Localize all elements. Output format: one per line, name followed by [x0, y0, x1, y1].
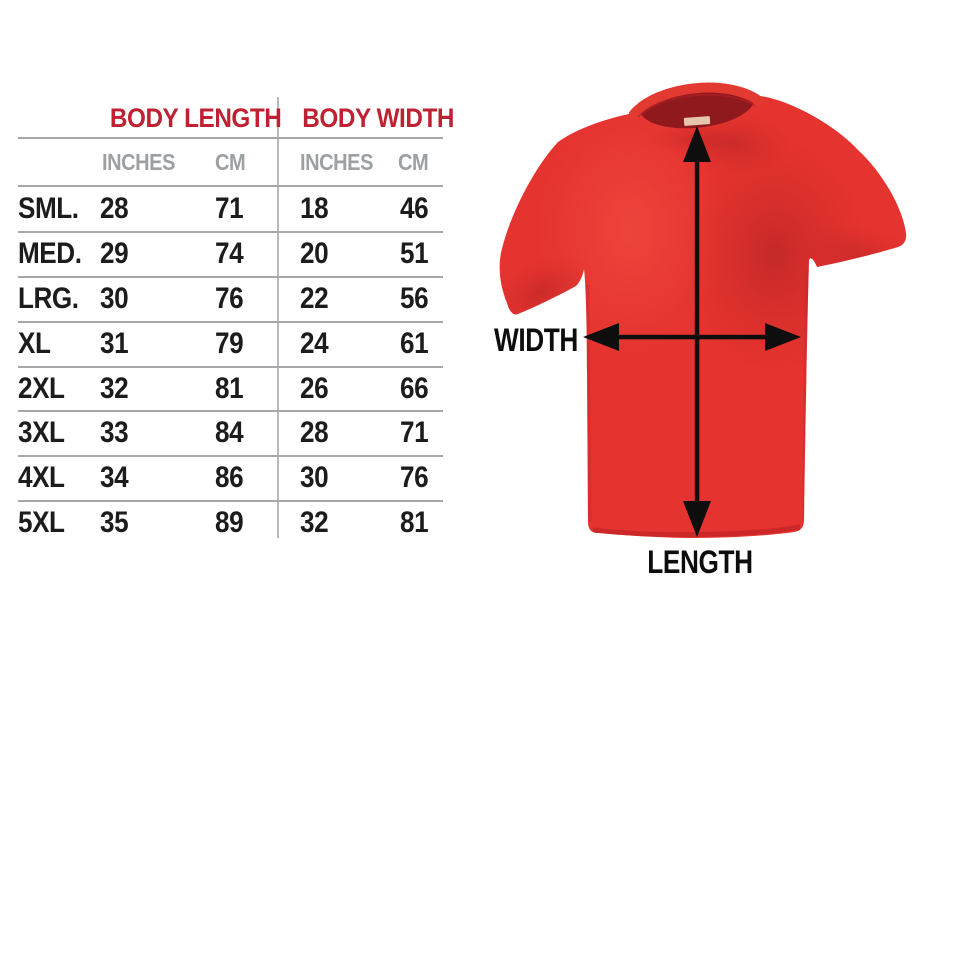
- width-cm-value: 76: [400, 461, 429, 494]
- length-cm-value: 81: [215, 372, 244, 405]
- width-inches-value: 26: [300, 372, 329, 405]
- length-cm-value: 86: [215, 461, 244, 494]
- width-inches-value: 18: [300, 192, 329, 225]
- rule-under-subheaders: [18, 185, 443, 187]
- length-cm-value: 74: [215, 237, 244, 270]
- subheader-width-cm: CM: [398, 149, 429, 175]
- group-header-body-length-label: BODY LENGTH: [109, 103, 282, 133]
- length-inches-value: 34: [100, 461, 129, 494]
- row-rule: [18, 231, 443, 233]
- width-arrow: [583, 323, 801, 351]
- collar-tag: [683, 116, 711, 126]
- table-column-divider: [277, 97, 279, 538]
- length-arrow: [683, 126, 711, 537]
- table-row: 4XL 34 86 30 76: [18, 455, 443, 500]
- length-cm-value: 79: [215, 327, 244, 360]
- length-dimension-label: LENGTH: [647, 544, 753, 580]
- size-label: MED.: [18, 237, 82, 270]
- width-inches-value: 22: [300, 282, 329, 315]
- group-header-body-length: BODY LENGTH: [102, 100, 282, 138]
- row-rule: [18, 366, 443, 368]
- length-inches-value: 31: [100, 327, 129, 360]
- table-row: LRG. 30 76 22 56: [18, 276, 443, 321]
- width-cm-value: 81: [400, 506, 429, 539]
- size-label: 5XL: [18, 506, 65, 539]
- tshirt-diagram: [499, 82, 907, 538]
- group-header-body-width-label: BODY WIDTH: [302, 103, 454, 133]
- row-rule: [18, 276, 443, 278]
- width-inches-value: 30: [300, 461, 329, 494]
- rule-under-group-headers: [18, 137, 443, 139]
- table-row: SML. 28 71 18 46: [18, 186, 443, 231]
- table-row: XL 31 79 24 61: [18, 321, 443, 366]
- width-cm-value: 46: [400, 192, 429, 225]
- length-inches-value: 28: [100, 192, 129, 225]
- table-row: 2XL 32 81 26 66: [18, 366, 443, 411]
- length-cm-value: 76: [215, 282, 244, 315]
- width-cm-value: 56: [400, 282, 429, 315]
- size-label: 4XL: [18, 461, 65, 494]
- length-cm-value: 84: [215, 416, 244, 449]
- group-header-body-width: BODY WIDTH: [295, 100, 454, 138]
- row-rule: [18, 455, 443, 457]
- size-label: LRG.: [18, 282, 79, 315]
- width-cm-value: 71: [400, 416, 429, 449]
- size-table: BODY LENGTH BODY WIDTH INCHES CM INCHES …: [18, 97, 454, 546]
- length-inches-value: 33: [100, 416, 129, 449]
- size-label: 3XL: [18, 416, 65, 449]
- row-rule: [18, 500, 443, 502]
- subheader-width-inches: INCHES: [300, 149, 373, 175]
- subheader-length-cm: CM: [215, 149, 246, 175]
- width-inches-value: 32: [300, 506, 329, 539]
- table-row: 5XL 35 89 32 81: [18, 500, 443, 545]
- width-cm-value: 66: [400, 372, 429, 405]
- subheader-length-inches: INCHES: [102, 149, 175, 175]
- width-dimension-label: WIDTH: [494, 322, 578, 358]
- row-rule: [18, 410, 443, 412]
- length-cm-value: 89: [215, 506, 244, 539]
- table-row: MED. 29 74 20 51: [18, 231, 443, 276]
- size-label: 2XL: [18, 372, 65, 405]
- length-inches-value: 30: [100, 282, 129, 315]
- row-rule: [18, 321, 443, 323]
- length-inches-value: 35: [100, 506, 129, 539]
- length-inches-value: 29: [100, 237, 129, 270]
- length-inches-value: 32: [100, 372, 129, 405]
- width-cm-value: 61: [400, 327, 429, 360]
- size-label: XL: [18, 327, 51, 360]
- tshirt-collar: [629, 82, 764, 129]
- length-cm-value: 71: [215, 192, 244, 225]
- size-label: SML.: [18, 192, 79, 225]
- width-inches-value: 20: [300, 237, 329, 270]
- width-cm-value: 51: [400, 237, 429, 270]
- table-row: 3XL 33 84 28 71: [18, 410, 443, 455]
- width-inches-value: 28: [300, 416, 329, 449]
- width-inches-value: 24: [300, 327, 329, 360]
